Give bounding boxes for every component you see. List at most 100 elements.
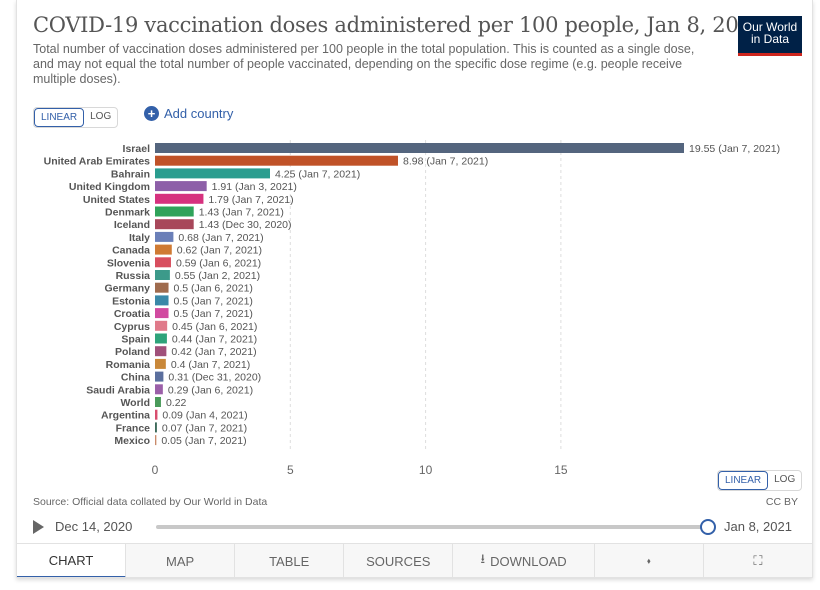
bar[interactable] [155,397,161,407]
linear-toggle-button-bottom[interactable]: LINEAR [718,471,769,490]
bar-value-label: 0.59 (Jan 6, 2021) [176,257,261,269]
bar[interactable] [155,231,174,242]
category-label[interactable]: United States [83,194,150,206]
category-label[interactable]: Russia [116,270,151,282]
license-label[interactable]: CC BY [765,496,798,508]
bar[interactable] [155,270,170,280]
chart-title: COVID-19 vaccination doses administered … [33,13,765,37]
source-note[interactable]: Source: Official data collated by Our Wo… [33,496,268,508]
bar[interactable] [155,320,168,331]
logo-line-1: Our World [742,20,798,34]
bar[interactable] [155,143,684,153]
logo-line-2: in Data [750,32,790,46]
bar-value-label: 0.62 (Jan 7, 2021) [177,245,262,257]
tab-table-label: TABLE [269,553,310,569]
x-tick-label: 15 [554,463,568,475]
category-label[interactable]: Poland [115,346,150,358]
share-icon: ⬪ [647,553,651,568]
chart-frame: COVID-19 vaccination doses administered … [16,0,813,578]
category-label[interactable]: Bahrain [111,168,150,180]
bar-value-label: 0.4 (Jan 7, 2021) [171,359,250,371]
category-label[interactable]: Germany [104,283,150,295]
bar[interactable] [155,409,158,420]
tab-fullscreen[interactable]: ⛶ [704,544,812,577]
bar[interactable] [155,193,204,204]
bar[interactable] [155,219,194,230]
category-label[interactable]: Mexico [114,435,150,447]
bar[interactable] [155,168,270,179]
download-icon: ⭳ [480,551,486,566]
category-label[interactable]: France [116,422,151,434]
bar-value-label: 0.05 (Jan 7, 2021) [161,435,246,447]
bar[interactable] [155,435,157,446]
category-label[interactable]: China [121,372,150,384]
category-label[interactable]: Romania [106,359,151,371]
bar-value-label: 1.43 (Dec 30, 2020) [199,219,292,231]
category-label[interactable]: World [120,397,150,409]
timeline-handle[interactable] [700,519,716,535]
category-label[interactable]: United Kingdom [69,181,150,193]
bar[interactable] [155,422,157,433]
category-label[interactable]: Cyprus [114,321,150,333]
category-label[interactable]: Israel [123,143,151,155]
bar-value-label: 8.98 (Jan 7, 2021) [403,156,488,168]
category-label[interactable]: Argentina [101,410,150,422]
tab-map[interactable]: MAP [126,544,236,577]
category-label[interactable]: Slovenia [107,257,150,269]
category-label[interactable]: Saudi Arabia [86,384,150,396]
bar[interactable] [155,358,166,369]
tab-chart-label: CHART [48,552,94,568]
bar-value-label: 19.55 (Jan 7, 2021) [689,143,780,155]
timeline: Dec 14, 2020 Jan 8, 2021 [31,515,801,539]
fullscreen-icon: ⛶ [753,553,763,568]
bar-value-label: 0.45 (Jan 6, 2021) [172,321,257,333]
bar-value-label: 0.09 (Jan 4, 2021) [162,410,247,422]
play-icon[interactable] [33,520,44,534]
log-toggle-button-bottom[interactable]: LOG [774,474,796,485]
linear-toggle-button[interactable]: LINEAR [34,108,85,127]
bar[interactable] [155,282,169,293]
bar-value-label: 0.5 (Jan 7, 2021) [174,295,253,307]
category-label[interactable]: Canada [112,245,150,257]
tab-table[interactable]: TABLE [235,544,345,577]
timeline-start-label: Dec 14, 2020 [55,519,133,534]
bar[interactable] [155,333,167,344]
owid-logo[interactable]: Our World in Data [738,16,802,56]
tab-download[interactable]: ⭳ DOWNLOAD [453,544,595,577]
tab-sources[interactable]: SOURCES [344,544,454,577]
add-country-button[interactable]: + Add country [144,106,233,121]
category-label[interactable]: Estonia [112,295,150,307]
category-label[interactable]: Croatia [114,308,150,320]
category-label[interactable]: Iceland [114,219,150,231]
bar-value-label: 0.31 (Dec 31, 2020) [168,372,261,384]
bar-value-label: 4.25 (Jan 7, 2021) [275,168,360,180]
scale-toggle-bottom: LINEAR LOG [717,470,803,491]
bar[interactable] [155,384,163,395]
category-label[interactable]: Spain [121,334,150,346]
x-tick-label: 5 [287,463,294,475]
log-toggle-button[interactable]: LOG [90,111,112,122]
tab-share[interactable]: ⬪ [595,544,704,577]
x-tick-label: 0 [152,463,159,475]
bar[interactable] [155,257,171,268]
bar-value-label: 0.5 (Jan 6, 2021) [174,283,253,295]
bar-chart: 0 5 10 15 Israel 19.55 (Jan 7, 2021) United Ar… [44,140,780,475]
bar[interactable] [155,155,398,166]
bar[interactable] [155,181,207,192]
bar[interactable] [155,308,169,319]
add-icon: + [144,106,159,121]
bar-value-label: 0.55 (Jan 2, 2021) [175,270,260,282]
bar[interactable] [155,206,194,217]
category-label[interactable]: United Arab Emirates [44,156,151,168]
bar[interactable] [155,346,167,357]
bar[interactable] [155,295,169,306]
bar[interactable] [155,371,164,382]
category-label[interactable]: Italy [129,232,150,244]
tab-chart[interactable]: CHART [17,544,127,577]
tab-sources-label: SOURCES [366,553,431,569]
category-label[interactable]: Denmark [105,207,150,219]
scale-toggle-top: LINEAR LOG [33,107,119,128]
bar[interactable] [155,244,172,255]
bar-value-label: 0.68 (Jan 7, 2021) [178,232,263,244]
timeline-track[interactable] [156,525,711,529]
